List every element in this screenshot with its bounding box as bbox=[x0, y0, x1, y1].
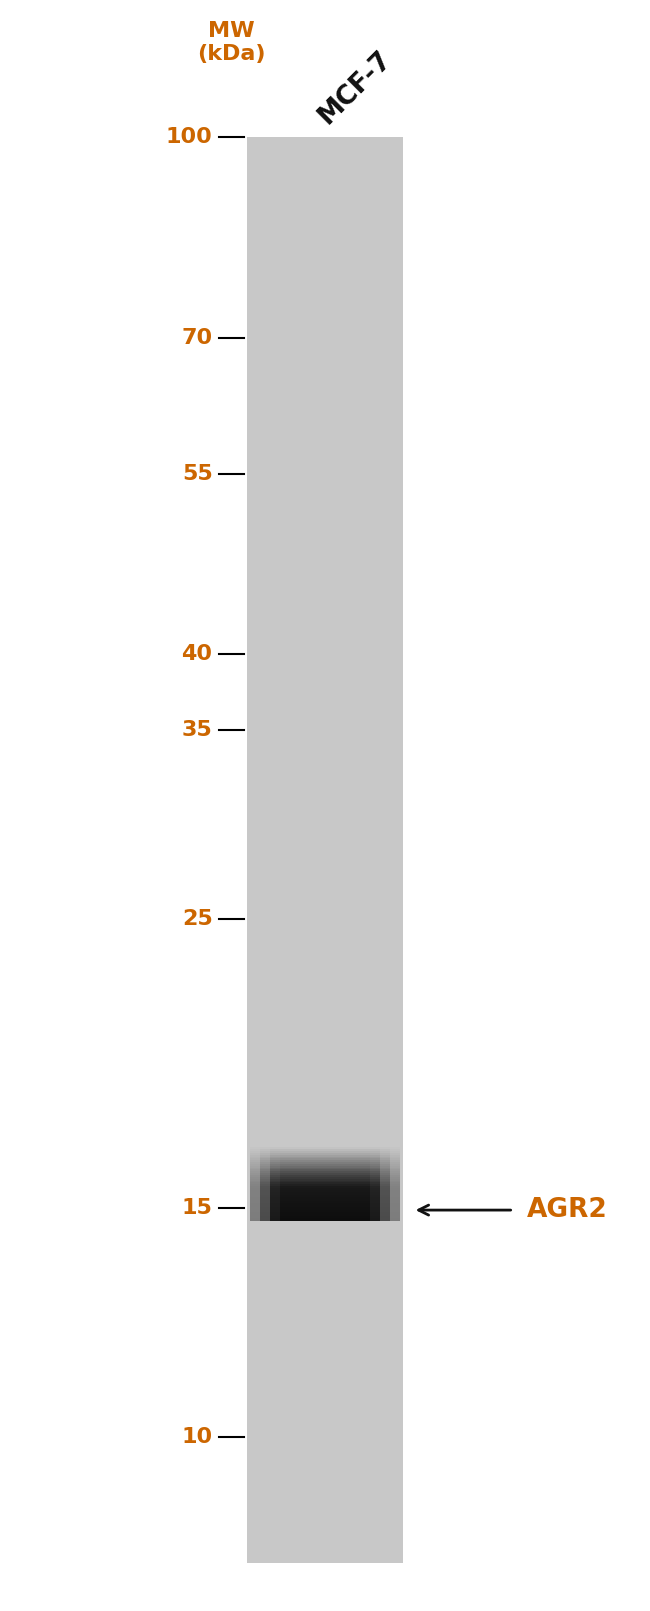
Bar bbox=[250, 1153, 400, 1155]
Bar bbox=[250, 1173, 400, 1174]
Bar bbox=[250, 1163, 400, 1166]
Text: 100: 100 bbox=[166, 127, 213, 147]
Bar bbox=[250, 1220, 400, 1221]
Bar bbox=[250, 1218, 400, 1220]
Bar bbox=[250, 1171, 400, 1173]
Bar bbox=[250, 1149, 400, 1150]
Bar bbox=[380, 1147, 390, 1221]
Bar bbox=[250, 1200, 400, 1203]
Bar bbox=[250, 1207, 400, 1208]
Bar bbox=[247, 137, 403, 1563]
Bar bbox=[250, 1155, 400, 1157]
Bar bbox=[370, 1147, 380, 1221]
Bar bbox=[250, 1157, 400, 1158]
Text: MCF-7: MCF-7 bbox=[313, 45, 396, 129]
Bar bbox=[250, 1158, 400, 1160]
Bar bbox=[250, 1192, 400, 1194]
Bar bbox=[250, 1208, 400, 1210]
Bar bbox=[250, 1191, 400, 1192]
Bar bbox=[250, 1205, 400, 1207]
Bar bbox=[250, 1216, 400, 1218]
Bar bbox=[250, 1211, 400, 1215]
Bar bbox=[250, 1174, 400, 1178]
Bar bbox=[250, 1197, 400, 1199]
Bar bbox=[250, 1179, 400, 1181]
Bar bbox=[250, 1176, 400, 1179]
Text: 15: 15 bbox=[182, 1199, 213, 1218]
Text: 25: 25 bbox=[182, 910, 213, 930]
Bar bbox=[250, 1210, 400, 1211]
Text: 70: 70 bbox=[181, 329, 213, 348]
Bar bbox=[250, 1213, 400, 1216]
Bar bbox=[250, 1184, 400, 1186]
Bar bbox=[250, 1150, 400, 1153]
Bar bbox=[250, 1160, 400, 1162]
Bar bbox=[250, 1186, 400, 1187]
Bar bbox=[250, 1195, 400, 1197]
Bar bbox=[250, 1203, 400, 1205]
Bar bbox=[260, 1147, 270, 1221]
Bar bbox=[250, 1168, 400, 1170]
Bar bbox=[250, 1187, 400, 1191]
Bar bbox=[250, 1162, 400, 1163]
Text: 55: 55 bbox=[182, 464, 213, 485]
Bar bbox=[250, 1147, 400, 1149]
Text: 10: 10 bbox=[181, 1427, 213, 1447]
Text: AGR2: AGR2 bbox=[526, 1197, 607, 1223]
Text: 35: 35 bbox=[182, 720, 213, 739]
Bar bbox=[250, 1170, 400, 1171]
Bar bbox=[390, 1147, 400, 1221]
Bar bbox=[250, 1166, 400, 1168]
Bar bbox=[250, 1182, 400, 1184]
Bar bbox=[250, 1194, 400, 1195]
Bar bbox=[250, 1147, 260, 1221]
Text: 40: 40 bbox=[181, 644, 213, 664]
Bar bbox=[250, 1199, 400, 1200]
Bar bbox=[270, 1147, 280, 1221]
Text: MW
(kDa): MW (kDa) bbox=[197, 21, 266, 64]
Bar bbox=[250, 1181, 400, 1182]
